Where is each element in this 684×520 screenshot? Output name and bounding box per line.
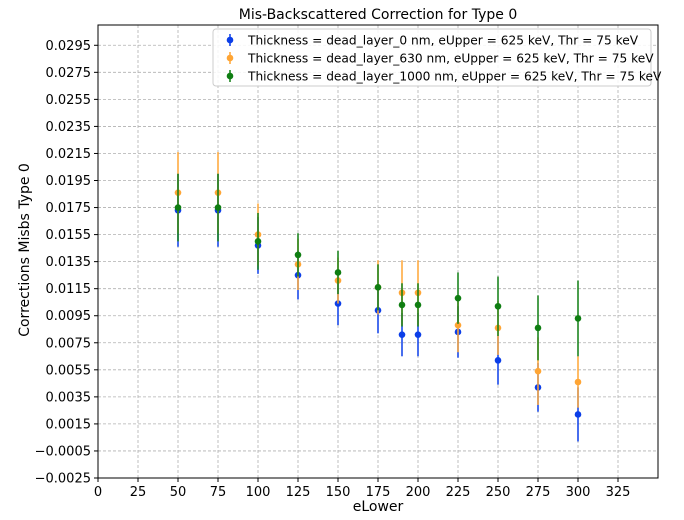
data-point xyxy=(574,378,582,386)
data-point xyxy=(174,204,182,211)
x-tick-label: 175 xyxy=(366,485,391,500)
y-axis-label: Corrections Misbs Type 0 xyxy=(17,163,33,337)
data-point xyxy=(398,301,406,309)
data-point xyxy=(494,357,502,364)
legend: Thickness = dead_layer_0 nm, eUpper = 62… xyxy=(212,28,662,87)
legend-label: Thickness = dead_layer_0 nm, eUpper = 62… xyxy=(247,34,639,48)
data-point xyxy=(334,269,342,276)
y-tick-label: 0.0295 xyxy=(46,39,92,54)
series-2 xyxy=(174,173,582,361)
data-point xyxy=(534,324,542,332)
x-axis-label: eLower xyxy=(353,499,404,515)
y-tick-label: 0.0155 xyxy=(46,228,92,243)
y-tick-label: 0.0255 xyxy=(46,93,92,108)
x-tick-label: 200 xyxy=(406,485,431,500)
y-tick-label: 0.0195 xyxy=(46,174,92,189)
data-point xyxy=(214,204,222,211)
legend-label: Thickness = dead_layer_630 nm, eUpper = … xyxy=(247,52,654,66)
data-point xyxy=(494,302,502,310)
x-tick-label: 50 xyxy=(170,485,187,500)
x-tick-label: 325 xyxy=(606,485,631,500)
data-point xyxy=(454,294,462,302)
x-tick-label: 300 xyxy=(566,485,591,500)
x-tick-label: 275 xyxy=(526,485,551,500)
data-point xyxy=(454,321,462,329)
x-axis-ticks: 0 25 50 75 100 125 150 175 200 225 250 275 300 325 xyxy=(94,478,631,500)
y-tick-label: 0.0055 xyxy=(46,363,92,378)
x-tick-label: 250 xyxy=(486,485,511,500)
data-point xyxy=(334,300,342,307)
y-tick-label: 0.0115 xyxy=(46,282,92,297)
x-tick-label: 75 xyxy=(210,485,227,500)
data-point xyxy=(574,411,582,418)
legend-label: Thickness = dead_layer_1000 nm, eUpper =… xyxy=(247,70,662,84)
y-tick-label: 0.0135 xyxy=(46,255,92,270)
y-tick-label: −0.0025 xyxy=(35,472,91,487)
y-tick-label: 0.0015 xyxy=(46,417,92,432)
data-series xyxy=(174,152,582,442)
x-tick-label: 150 xyxy=(326,485,351,500)
data-point xyxy=(374,284,382,291)
x-tick-label: 125 xyxy=(286,485,311,500)
x-tick-label: 0 xyxy=(94,485,102,500)
x-tick-label: 25 xyxy=(130,485,147,500)
y-tick-label: 0.0175 xyxy=(46,201,92,216)
y-tick-label: 0.0275 xyxy=(46,66,92,81)
y-tick-label: 0.0075 xyxy=(46,336,92,351)
legend-marker xyxy=(226,54,234,62)
y-tick-label: −0.0005 xyxy=(35,444,91,459)
data-point xyxy=(254,238,262,245)
y-tick-label: 0.0235 xyxy=(46,120,92,135)
y-tick-label: 0.0215 xyxy=(46,147,92,162)
legend-marker xyxy=(226,72,234,80)
data-point xyxy=(398,331,406,338)
data-point xyxy=(294,251,302,259)
x-tick-label: 225 xyxy=(446,485,471,500)
data-point xyxy=(414,301,422,309)
legend-box xyxy=(212,28,652,87)
chart-title: Mis-Backscattered Correction for Type 0 xyxy=(239,7,517,23)
y-tick-label: 0.0035 xyxy=(46,390,92,405)
data-point xyxy=(574,315,582,322)
y-tick-label: 0.0095 xyxy=(46,309,92,324)
data-point xyxy=(414,331,422,338)
x-tick-label: 100 xyxy=(246,485,271,500)
legend-marker xyxy=(226,36,234,44)
y-axis-ticks: −0.0025 −0.0005 0.0015 0.0035 0.0055 0.0075 0.… xyxy=(35,39,98,487)
data-point xyxy=(534,367,542,375)
